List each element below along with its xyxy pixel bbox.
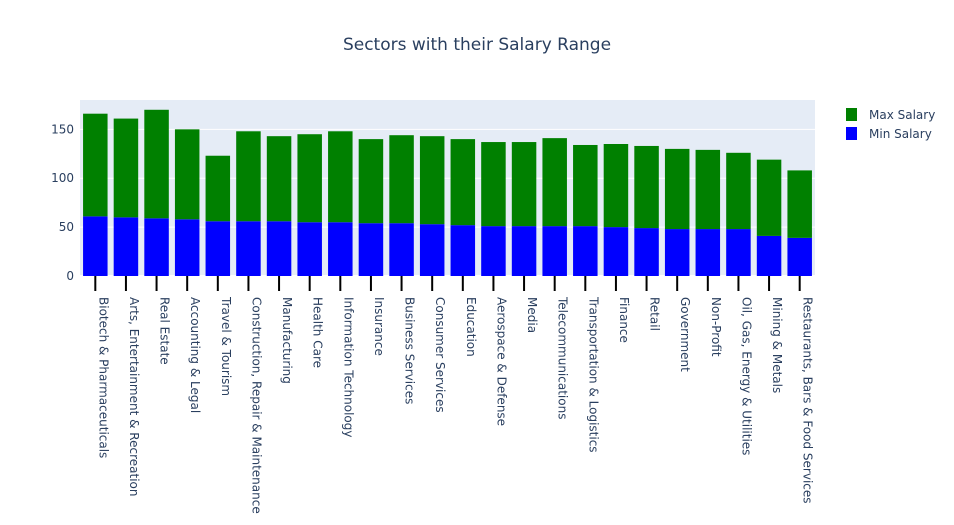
x-tick-label: Construction, Repair & Maintenance [249,297,263,514]
bar-max-salary[interactable] [695,149,721,230]
bar-max-salary[interactable] [113,118,139,218]
bar-min-salary[interactable] [113,217,139,276]
x-tick-label: Business Services [403,297,417,404]
bar-min-salary[interactable] [481,226,506,276]
x-tick-label: Manufacturing [280,297,294,384]
gridlines [80,128,815,277]
x-tick-label: Arts, Entertainment & Recreation [127,297,141,496]
bar-max-salary[interactable] [266,136,292,222]
bar-max-salary[interactable] [297,134,322,223]
x-tick-label: Government [678,297,692,372]
bar-max-salary[interactable] [603,144,629,228]
x-tick-label: Finance [617,297,631,343]
bars [83,109,812,276]
legend-swatch [846,108,857,121]
y-axis: 0 50 100 150 [51,122,74,283]
bar-max-salary[interactable] [450,139,476,226]
x-tick-label: Restaurants, Bars & Food Services [801,297,815,504]
bar-max-salary[interactable] [511,142,537,227]
legend-label: Max Salary [869,108,935,122]
bar-min-salary[interactable] [83,216,108,276]
bar-min-salary[interactable] [389,223,414,276]
bar-min-salary[interactable] [144,218,169,276]
x-tick-label: Real Estate [158,297,172,365]
x-tick-label: Mining & Metals [770,297,784,393]
bar-min-salary[interactable] [297,222,322,276]
bar-min-salary[interactable] [634,228,659,276]
bar-max-salary[interactable] [144,109,169,219]
x-tick-label: Biotech & Pharmaceuticals [96,297,110,458]
bar-min-salary[interactable] [358,223,384,276]
bar-max-salary[interactable] [328,131,353,223]
bar-min-salary[interactable] [787,237,812,276]
bar-max-salary[interactable] [573,144,598,227]
bar-min-salary[interactable] [328,222,353,276]
bar-min-salary[interactable] [542,226,567,276]
legend[interactable]: Max Salary Min Salary [846,108,935,141]
x-tick-label: Accounting & Legal [188,297,202,413]
legend-label: Min Salary [869,127,932,141]
chart-title: Sectors with their Salary Range [343,35,611,55]
x-tick-label: Information Technology [341,297,355,438]
bar-max-salary[interactable] [542,138,567,227]
legend-swatch [846,127,857,140]
y-tick-label: 150 [51,122,74,136]
bar-min-salary[interactable] [726,229,751,276]
bar-max-salary[interactable] [726,152,751,230]
bar-min-salary[interactable] [603,227,629,276]
x-tick-label: Insurance [372,297,386,356]
legend-item[interactable]: Max Salary [846,108,935,122]
bar-min-salary[interactable] [236,221,261,276]
bar-min-salary[interactable] [756,235,782,276]
bar-max-salary[interactable] [634,145,659,229]
bar-max-salary[interactable] [236,131,261,222]
bar-max-salary[interactable] [481,142,506,227]
bar-min-salary[interactable] [174,219,200,276]
bar-max-salary[interactable] [756,159,782,236]
x-tick-label: Transportation & Logistics [586,296,600,453]
x-tick-label: Travel & Tourism [219,296,233,396]
x-tick-label: Health Care [311,297,325,368]
bar-min-salary[interactable] [573,226,598,276]
bar-min-salary[interactable] [664,229,690,276]
x-tick-label: Retail [648,297,662,331]
x-tick-label: Education [464,297,478,357]
x-tick-label: Telecommunications [556,296,570,419]
bar-min-salary[interactable] [695,229,721,276]
bar-max-salary[interactable] [174,129,200,220]
x-tick-label: Aerospace & Defense [494,297,508,426]
x-tick-label: Non-Profit [709,297,723,357]
bar-min-salary[interactable] [450,225,476,276]
x-tick-label: Consumer Services [433,297,447,413]
bar-max-salary[interactable] [664,148,690,230]
bar-min-salary[interactable] [511,226,537,276]
y-tick-label: 100 [51,171,74,185]
x-tick-label: Media [525,297,539,333]
bar-min-salary[interactable] [266,221,292,276]
x-axis: Biotech & Pharmaceuticals Arts, Entertain… [94,276,815,514]
bar-min-salary[interactable] [205,221,231,276]
bar-min-salary[interactable] [419,224,445,276]
bar-max-salary[interactable] [419,136,445,225]
y-tick-label: 0 [66,269,74,283]
y-tick-label: 50 [59,220,74,234]
x-tick-label: Oil, Gas, Energy & Utilities [739,297,753,455]
bar-max-salary[interactable] [787,170,812,238]
bar-max-salary[interactable] [389,135,414,224]
bar-max-salary[interactable] [205,155,231,222]
bar-max-salary[interactable] [358,139,384,224]
legend-item[interactable]: Min Salary [846,127,932,141]
bar-max-salary[interactable] [83,113,108,217]
